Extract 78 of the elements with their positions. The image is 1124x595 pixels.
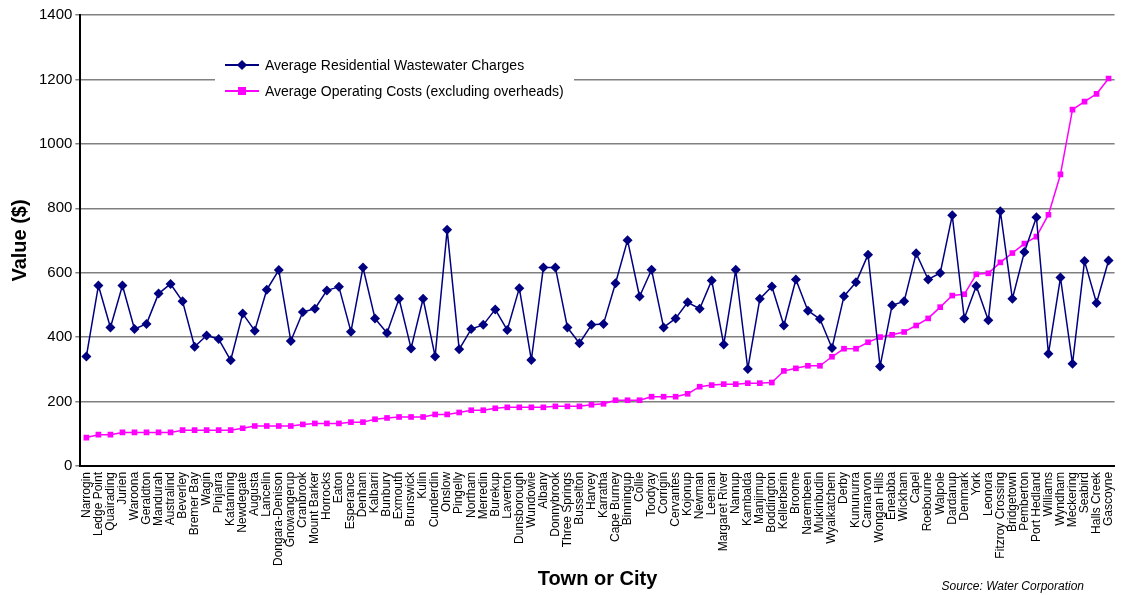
x-tick-label: Gascoyne xyxy=(1100,471,1115,526)
x-tick-label: Albany xyxy=(535,471,550,509)
x-tick-label: Eaton xyxy=(331,471,346,504)
x-tick-label: Northam xyxy=(463,471,478,518)
x-tick-label: Augusta xyxy=(247,471,262,516)
x-tick-label: Fitzroy Crossing xyxy=(992,471,1007,559)
x-tick-label: Port Hedland xyxy=(1028,471,1043,542)
y-tick-label: 1400 xyxy=(38,5,73,23)
x-tick-label: Wickham xyxy=(896,471,911,522)
x-tick-label: Toodyay xyxy=(643,471,658,517)
y-tick-label: 600 xyxy=(47,262,73,280)
x-tick-label: Pingelly xyxy=(451,471,466,514)
x-tick-label: Mukinbudin xyxy=(812,471,827,534)
x-tick-label: Kununurra xyxy=(848,471,863,528)
x-tick-label: Leonora xyxy=(980,471,995,516)
x-tick-label: Halls Creek xyxy=(1088,470,1103,534)
x-tick-label: Capel xyxy=(908,471,923,504)
y-tick-label: 1000 xyxy=(38,133,73,151)
x-tick-label: Beverley xyxy=(174,471,189,519)
x-tick-label: Nannup xyxy=(728,471,743,514)
y-tick-label: 400 xyxy=(47,327,73,345)
x-tick-label: Kulin xyxy=(415,471,430,499)
x-tick-label: Roebourne xyxy=(920,471,935,532)
x-tick-label: Laverton xyxy=(499,471,514,519)
x-tick-label: Williams xyxy=(1040,471,1055,517)
x-tick-label: Onslow xyxy=(439,471,454,512)
x-tick-label: Wongan Hills xyxy=(872,471,887,543)
y-tick-label: 0 xyxy=(64,456,73,474)
x-tick-label: Boddington xyxy=(764,471,779,533)
y-axis-title: Value ($) xyxy=(7,199,30,282)
x-tick-label: Narrogin xyxy=(78,471,93,518)
y-tick-label: 200 xyxy=(47,391,73,409)
y-tick-label: 800 xyxy=(47,198,73,216)
x-tick-label: Kojonup xyxy=(679,471,694,516)
x-tick-label: Derby xyxy=(836,471,851,504)
x-axis-title: Town or City xyxy=(537,566,659,589)
x-tick-label: Kambalda xyxy=(740,471,755,526)
x-tick-label: Dunsborough xyxy=(511,471,526,545)
x-tick-label: Gnowangerup xyxy=(283,471,298,548)
x-tick-label: Mount Barker xyxy=(307,471,322,544)
x-tick-label: Harvey xyxy=(583,471,598,510)
x-tick-label: Margaret River xyxy=(716,471,731,552)
legend-label: Average Residential Wastewater Charges xyxy=(265,57,525,73)
x-tick-label: Exmouth xyxy=(391,471,406,520)
x-tick-label: Leeman xyxy=(704,471,719,516)
x-tick-label: Cunderdin xyxy=(427,471,442,528)
x-tick-label: Katanning xyxy=(223,471,237,526)
x-tick-label: Newdegate xyxy=(235,471,250,533)
x-tick-label: Kellerberin xyxy=(776,471,791,530)
x-tick-label: Cape Burney xyxy=(607,471,622,542)
x-tick-label: Eneabba xyxy=(884,471,899,520)
x-tick-label: Narembeen xyxy=(800,471,815,535)
x-tick-label: Dongara-Denison xyxy=(271,471,286,567)
legend-label: Average Operating Costs (excluding overheads) xyxy=(265,83,564,99)
x-tick-label: Denham xyxy=(355,471,370,518)
x-tick-label: Walpole xyxy=(932,471,947,515)
x-tick-label: Wyndham xyxy=(1052,471,1067,526)
x-tick-label: Newman xyxy=(692,471,707,520)
x-tick-label: Waroona xyxy=(126,471,141,521)
y-tick-label: 1200 xyxy=(38,69,73,87)
x-tick-label: York xyxy=(968,470,983,496)
x-tick-label: Bunbury xyxy=(379,471,394,517)
x-tick-label: Lancelin xyxy=(259,471,274,517)
x-tick-label: Manjimup xyxy=(752,471,767,524)
x-tick-label: Geraldton xyxy=(138,471,153,525)
x-tick-label: Australind xyxy=(162,471,177,526)
source-note: Source: Water Corporation xyxy=(941,579,1084,593)
x-tick-label: Mandurah xyxy=(150,471,165,526)
x-tick-label: Merredin xyxy=(475,471,490,520)
x-tick-label: Cranbrook xyxy=(295,470,310,528)
x-tick-label: Horrocks xyxy=(319,471,334,520)
x-tick-label: Burekup xyxy=(487,471,502,517)
x-tick-label: Broome xyxy=(788,471,803,514)
x-tick-label: Carnarvon xyxy=(860,471,875,528)
x-tick-label: Esperance xyxy=(343,471,358,530)
x-tick-label: Wyalkatchem xyxy=(824,471,839,544)
x-tick-label: Brunswick xyxy=(403,470,418,527)
x-tick-label: Kalbarri xyxy=(367,471,382,514)
